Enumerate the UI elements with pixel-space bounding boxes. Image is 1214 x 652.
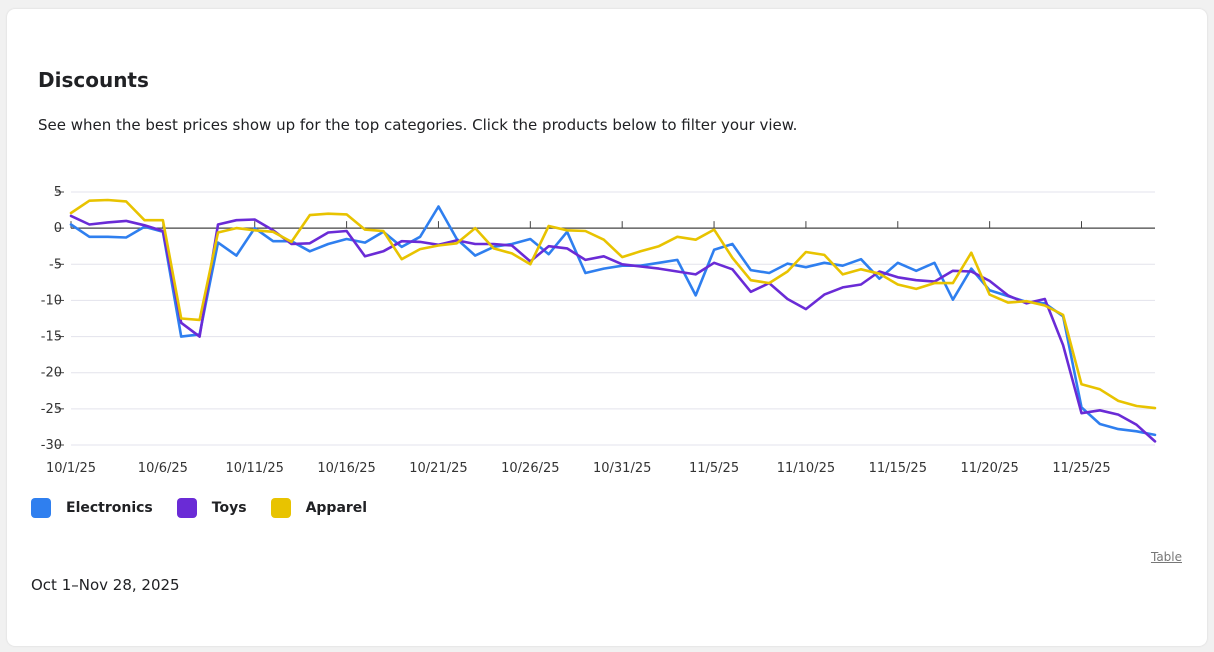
discounts-card: Discounts See when the best prices show … bbox=[7, 9, 1207, 646]
legend-swatch-apparel bbox=[270, 498, 291, 518]
series-line-toys bbox=[69, 214, 1157, 443]
series-line-apparel bbox=[69, 198, 1157, 410]
series-line-electronics bbox=[69, 205, 1157, 437]
x-tick-label: 10/26/25 bbox=[501, 461, 559, 476]
y-tick-label: -15 bbox=[41, 330, 62, 345]
y-tick-label: -5 bbox=[49, 257, 62, 272]
legend-swatch-toys bbox=[176, 498, 197, 518]
x-tick-label: 11/20/25 bbox=[960, 461, 1018, 476]
card-title: Discounts bbox=[38, 68, 149, 92]
chart-legend: Electronics Toys Apparel bbox=[31, 498, 391, 518]
x-tick-label: 10/6/25 bbox=[138, 461, 188, 476]
legend-item-apparel[interactable]: Apparel bbox=[270, 498, 368, 518]
legend-item-toys[interactable]: Toys bbox=[176, 498, 247, 518]
legend-item-electronics[interactable]: Electronics bbox=[31, 498, 153, 518]
x-tick-label: 11/25/25 bbox=[1052, 461, 1110, 476]
y-tick-label: -25 bbox=[41, 402, 62, 417]
y-tick-label: 5 bbox=[54, 185, 62, 200]
x-tick-label: 10/11/25 bbox=[226, 461, 284, 476]
chart-series bbox=[69, 198, 1157, 443]
x-tick-label: 10/31/25 bbox=[593, 461, 651, 476]
x-tick-label: 10/1/25 bbox=[46, 461, 96, 476]
y-tick-label: -30 bbox=[41, 438, 62, 453]
date-range-label: Oct 1–Nov 28, 2025 bbox=[31, 576, 180, 594]
legend-label-toys: Toys bbox=[211, 500, 247, 516]
card-subtitle: See when the best prices show up for the… bbox=[38, 116, 798, 134]
chart-gridlines bbox=[71, 191, 1155, 446]
discounts-line-chart: 5 0 -5 -10 -15 -20 -25 -30 10/1/25 10/6/25 10/11/… bbox=[41, 185, 1157, 476]
x-axis: 10/1/25 10/6/25 10/11/25 10/16/25 10/21/25 10… bbox=[46, 221, 1111, 476]
table-view-link[interactable]: Table bbox=[1150, 550, 1182, 564]
x-tick-label: 11/15/25 bbox=[869, 461, 927, 476]
y-axis: 5 0 -5 -10 -15 -20 -25 -30 bbox=[41, 185, 64, 453]
x-tick-label: 11/5/25 bbox=[689, 461, 739, 476]
legend-swatch-electronics bbox=[31, 498, 51, 518]
x-tick-label: 11/10/25 bbox=[777, 461, 835, 476]
legend-label-electronics: Electronics bbox=[66, 500, 153, 516]
x-tick-label: 10/21/25 bbox=[409, 461, 467, 476]
legend-label-apparel: Apparel bbox=[305, 500, 368, 516]
x-tick-label: 10/16/25 bbox=[317, 461, 375, 476]
y-tick-label: -20 bbox=[41, 366, 62, 381]
y-tick-label: -10 bbox=[41, 293, 62, 308]
y-tick-label: 0 bbox=[54, 221, 62, 236]
